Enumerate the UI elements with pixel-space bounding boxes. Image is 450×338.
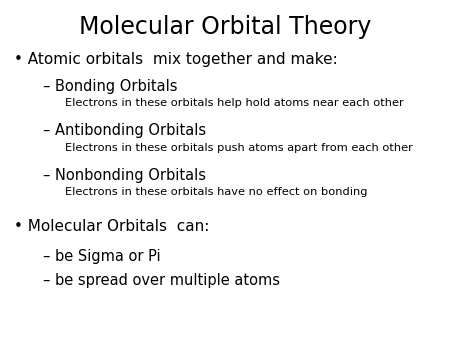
Text: • Atomic orbitals  mix together and make:: • Atomic orbitals mix together and make: xyxy=(14,52,337,67)
Text: • Molecular Orbitals  can:: • Molecular Orbitals can: xyxy=(14,219,209,234)
Text: – be Sigma or Pi: – be Sigma or Pi xyxy=(43,249,160,264)
Text: Electrons in these orbitals help hold atoms near each other: Electrons in these orbitals help hold at… xyxy=(65,98,404,108)
Text: Electrons in these orbitals have no effect on bonding: Electrons in these orbitals have no effe… xyxy=(65,187,368,197)
Text: – be spread over multiple atoms: – be spread over multiple atoms xyxy=(43,273,280,288)
Text: – Antibonding Orbitals: – Antibonding Orbitals xyxy=(43,123,206,138)
Text: – Bonding Orbitals: – Bonding Orbitals xyxy=(43,79,177,94)
Text: – Nonbonding Orbitals: – Nonbonding Orbitals xyxy=(43,168,206,183)
Text: Electrons in these orbitals push atoms apart from each other: Electrons in these orbitals push atoms a… xyxy=(65,143,413,153)
Text: Molecular Orbital Theory: Molecular Orbital Theory xyxy=(79,15,371,39)
